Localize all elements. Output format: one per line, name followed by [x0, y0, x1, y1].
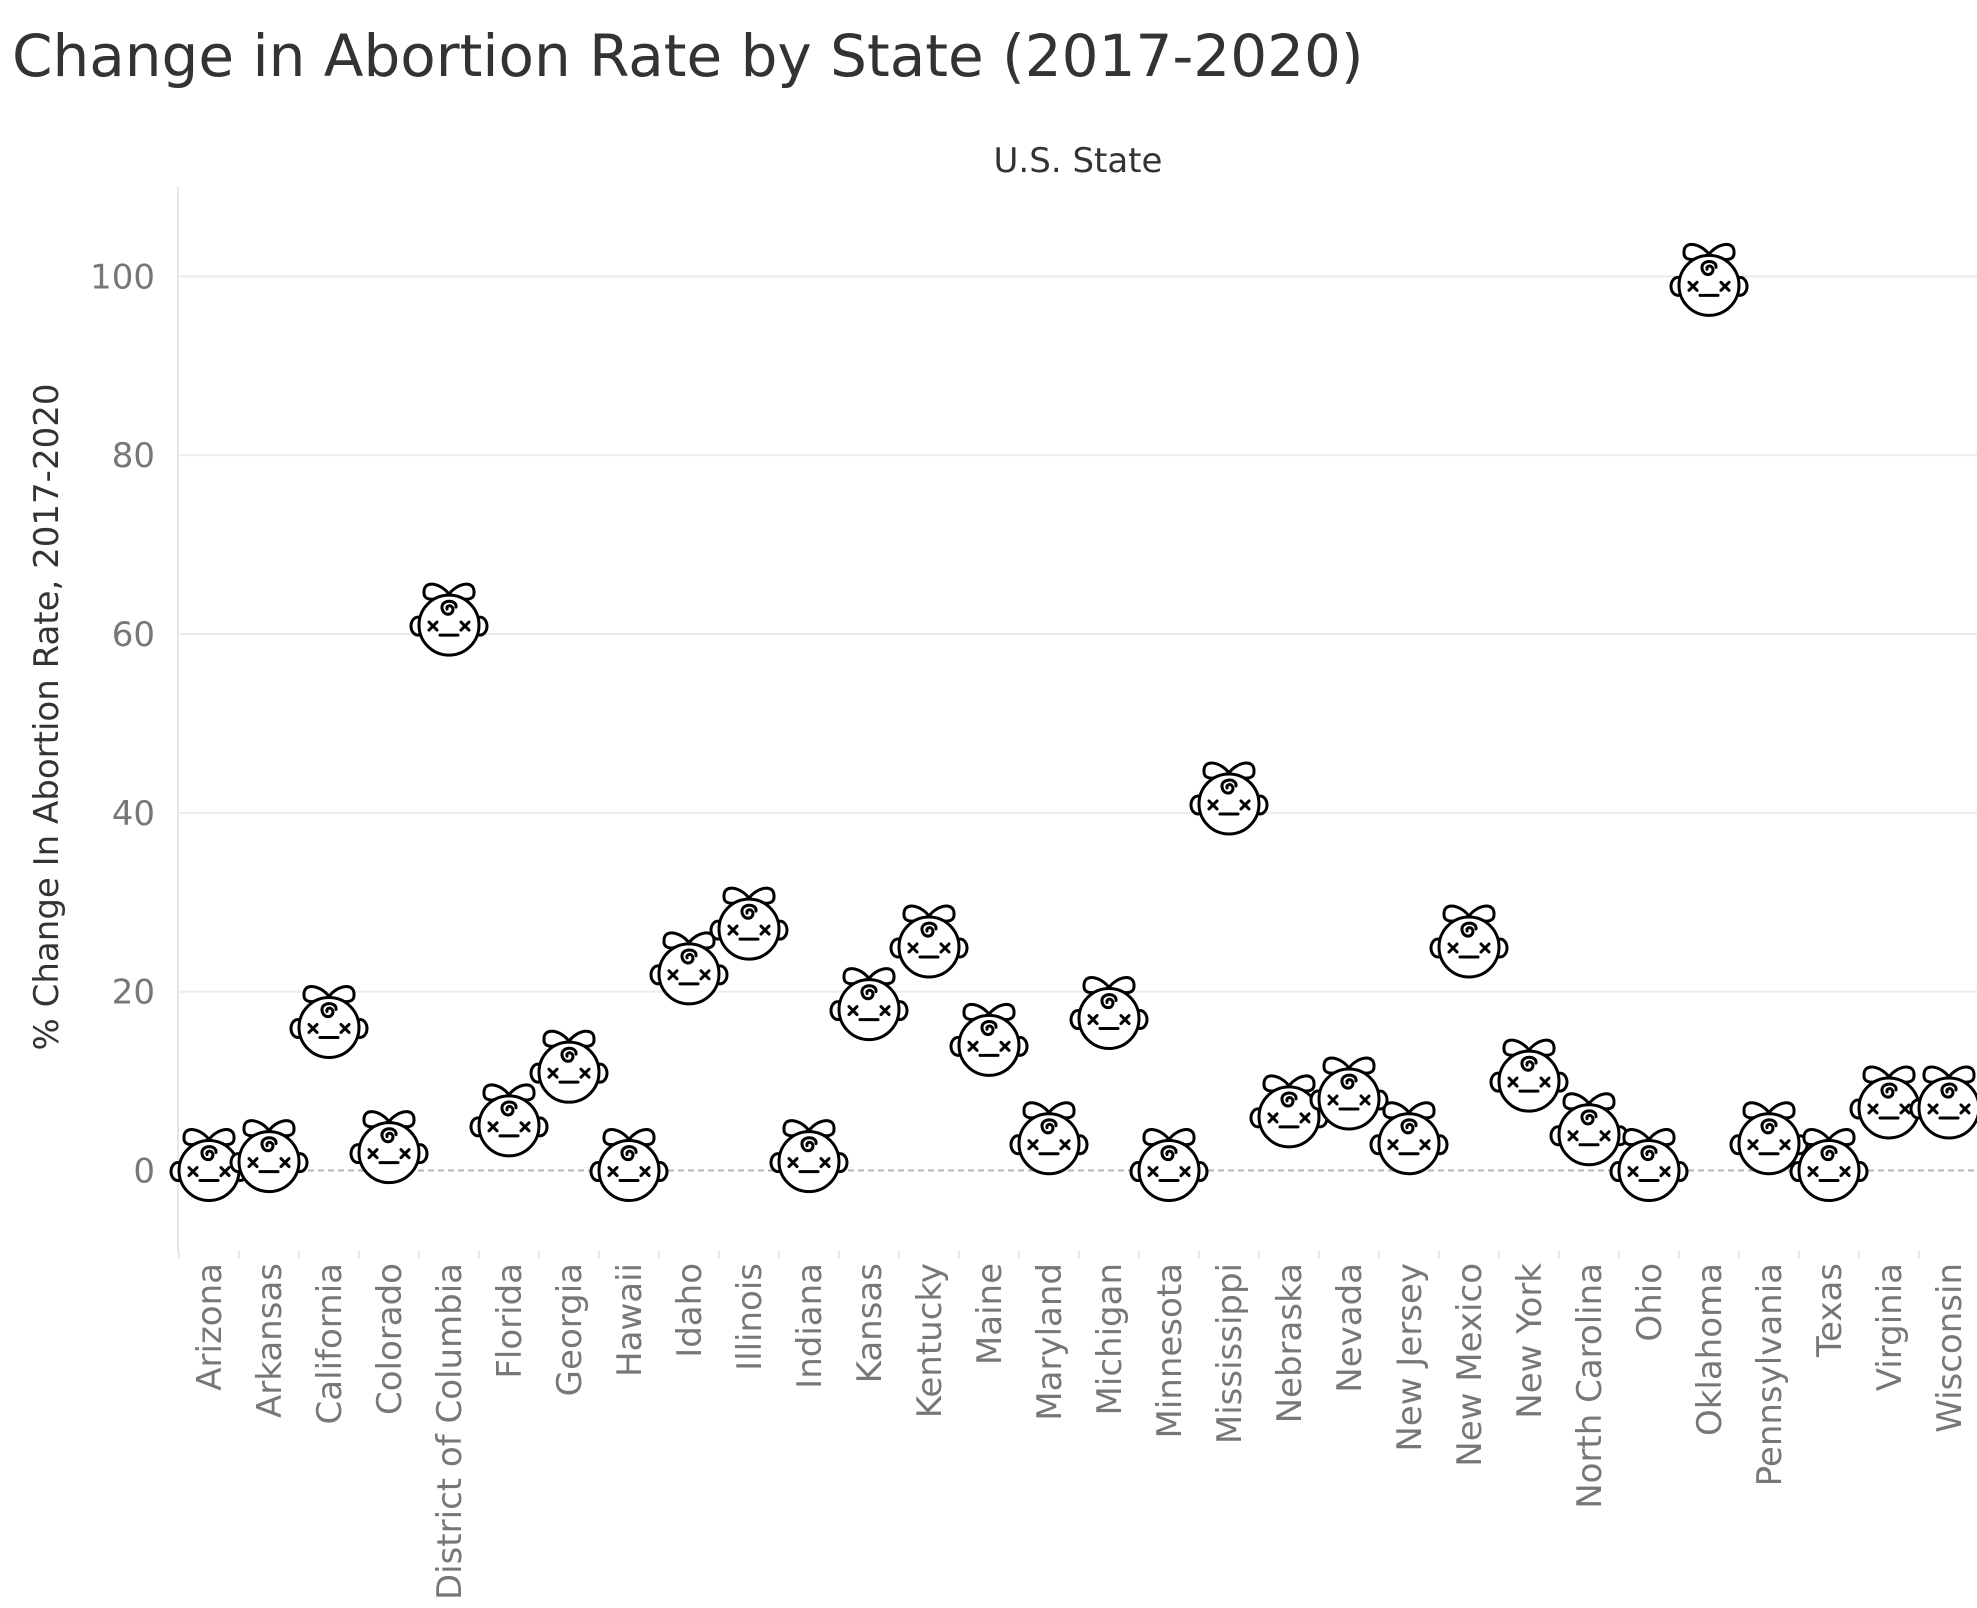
data-point	[829, 967, 909, 1042]
x-tick-label: North Carolina	[1570, 1263, 1610, 1509]
x-tick-label: Texas	[1810, 1263, 1850, 1358]
x-tick-label: Georgia	[550, 1263, 590, 1396]
y-tick-label: 60	[112, 615, 155, 655]
x-tick-label: Illinois	[730, 1263, 770, 1371]
x-tick-label: Ohio	[1630, 1263, 1670, 1342]
x-tick-label: Indiana	[790, 1263, 830, 1389]
x-tick-label: Nebraska	[1270, 1263, 1310, 1423]
x-tick-label: Wisconsin	[1930, 1263, 1970, 1433]
data-point	[1249, 1074, 1329, 1149]
y-tick-label: 20	[112, 973, 155, 1013]
data-point	[949, 1002, 1029, 1077]
data-point	[289, 985, 369, 1059]
x-tick-label: New Mexico	[1450, 1263, 1490, 1467]
data-point	[1009, 1101, 1089, 1176]
data-point	[1549, 1092, 1629, 1167]
data-point	[349, 1110, 429, 1185]
data-point	[529, 1029, 609, 1104]
data-point	[1129, 1128, 1209, 1203]
y-tick-label: 40	[112, 794, 155, 834]
data-point	[889, 904, 969, 979]
data-point	[1429, 904, 1509, 979]
data-point	[649, 931, 729, 1006]
x-axis-title: U.S. State	[994, 141, 1163, 181]
data-point	[1609, 1128, 1689, 1203]
gridlines	[177, 187, 1977, 1251]
x-tick-label: Pennsylvania	[1750, 1263, 1790, 1486]
data-point	[1909, 1065, 1977, 1140]
x-tick-label: Hawaii	[610, 1263, 650, 1377]
data-point	[469, 1083, 549, 1158]
x-tick-label: Minnesota	[1150, 1263, 1190, 1438]
x-tick-label: District of Columbia	[430, 1263, 470, 1600]
data-point	[709, 886, 789, 961]
data-point	[1069, 976, 1149, 1051]
x-tick-label: Virginia	[1870, 1263, 1910, 1391]
y-tick-label: 80	[112, 436, 155, 476]
data-point	[1309, 1056, 1389, 1131]
x-tick-label: Mississippi	[1210, 1263, 1250, 1444]
x-tick-label: New Jersey	[1390, 1263, 1430, 1452]
data-point	[1489, 1038, 1569, 1113]
x-tick-label: Colorado	[370, 1263, 410, 1415]
data-point	[769, 1119, 849, 1194]
data-point	[589, 1128, 669, 1203]
data-points	[169, 242, 1977, 1203]
x-tick-label: Nevada	[1330, 1263, 1370, 1393]
y-axis-title: % Change In Abortion Rate, 2017-2020	[27, 384, 67, 1051]
data-point	[229, 1119, 309, 1194]
x-tick-label: Kentucky	[910, 1263, 950, 1418]
data-point	[1369, 1101, 1449, 1176]
x-tick-label: New York	[1510, 1263, 1550, 1419]
y-tick-label: 100	[90, 257, 155, 297]
y-tick-label: 0	[133, 1152, 155, 1192]
x-tick-label: Oklahoma	[1690, 1263, 1730, 1436]
data-point	[409, 582, 489, 657]
x-tick-label: Idaho	[670, 1263, 710, 1358]
x-axis-ticks: Arizona Arkansas California Colorado Distric…	[178, 1251, 1970, 1600]
x-tick-label: Florida	[490, 1263, 530, 1379]
data-point	[1189, 761, 1269, 836]
chart-title: Change in Abortion Rate by State (2017-2…	[12, 22, 1364, 90]
x-tick-label: Maine	[970, 1263, 1010, 1365]
x-tick-label: Michigan	[1090, 1263, 1130, 1415]
data-point	[1849, 1065, 1929, 1140]
x-tick-label: California	[310, 1263, 350, 1424]
x-tick-label: Arkansas	[250, 1263, 290, 1418]
y-axis-ticks: 0 20 40 60 80 100	[90, 257, 155, 1191]
x-tick-label: Arizona	[190, 1263, 230, 1391]
x-tick-label: Maryland	[1030, 1263, 1070, 1421]
x-tick-label: Kansas	[850, 1263, 890, 1383]
data-point	[1669, 242, 1749, 317]
data-point	[1789, 1128, 1869, 1203]
